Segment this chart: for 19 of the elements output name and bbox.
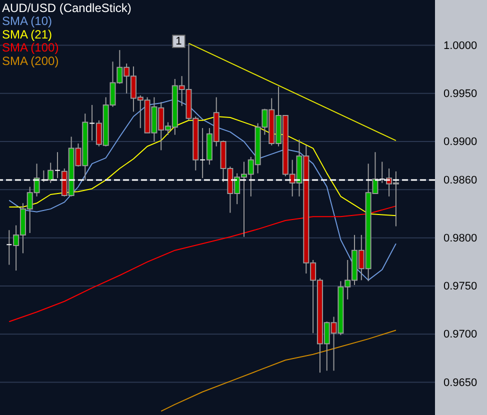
line-series [8,116,396,216]
y-tick-label: 0.9650 [444,376,478,389]
y-tick-label: 0.9800 [444,232,478,244]
line-series [8,98,396,281]
text: SMA (21) [2,27,52,42]
y-tick-label: 0.9860 [444,174,478,187]
y-tick-label: 0.9950 [444,88,478,100]
text: SMA (100) [2,40,59,55]
candlestick [48,162,54,184]
chart-title: AUD/USD (CandleStick) [2,1,132,15]
y-tick-label: 0.9900 [444,136,478,148]
y-tick-label: 0.9700 [444,328,478,341]
text: SMA (200) [2,54,59,68]
annotation: 1 [176,35,182,48]
line-series [8,206,396,322]
text: SMA (10) [2,14,52,28]
y-tick-label: 1.0000 [444,40,478,52]
y-tick-label: 0.9750 [444,280,478,292]
line-series [160,330,396,412]
